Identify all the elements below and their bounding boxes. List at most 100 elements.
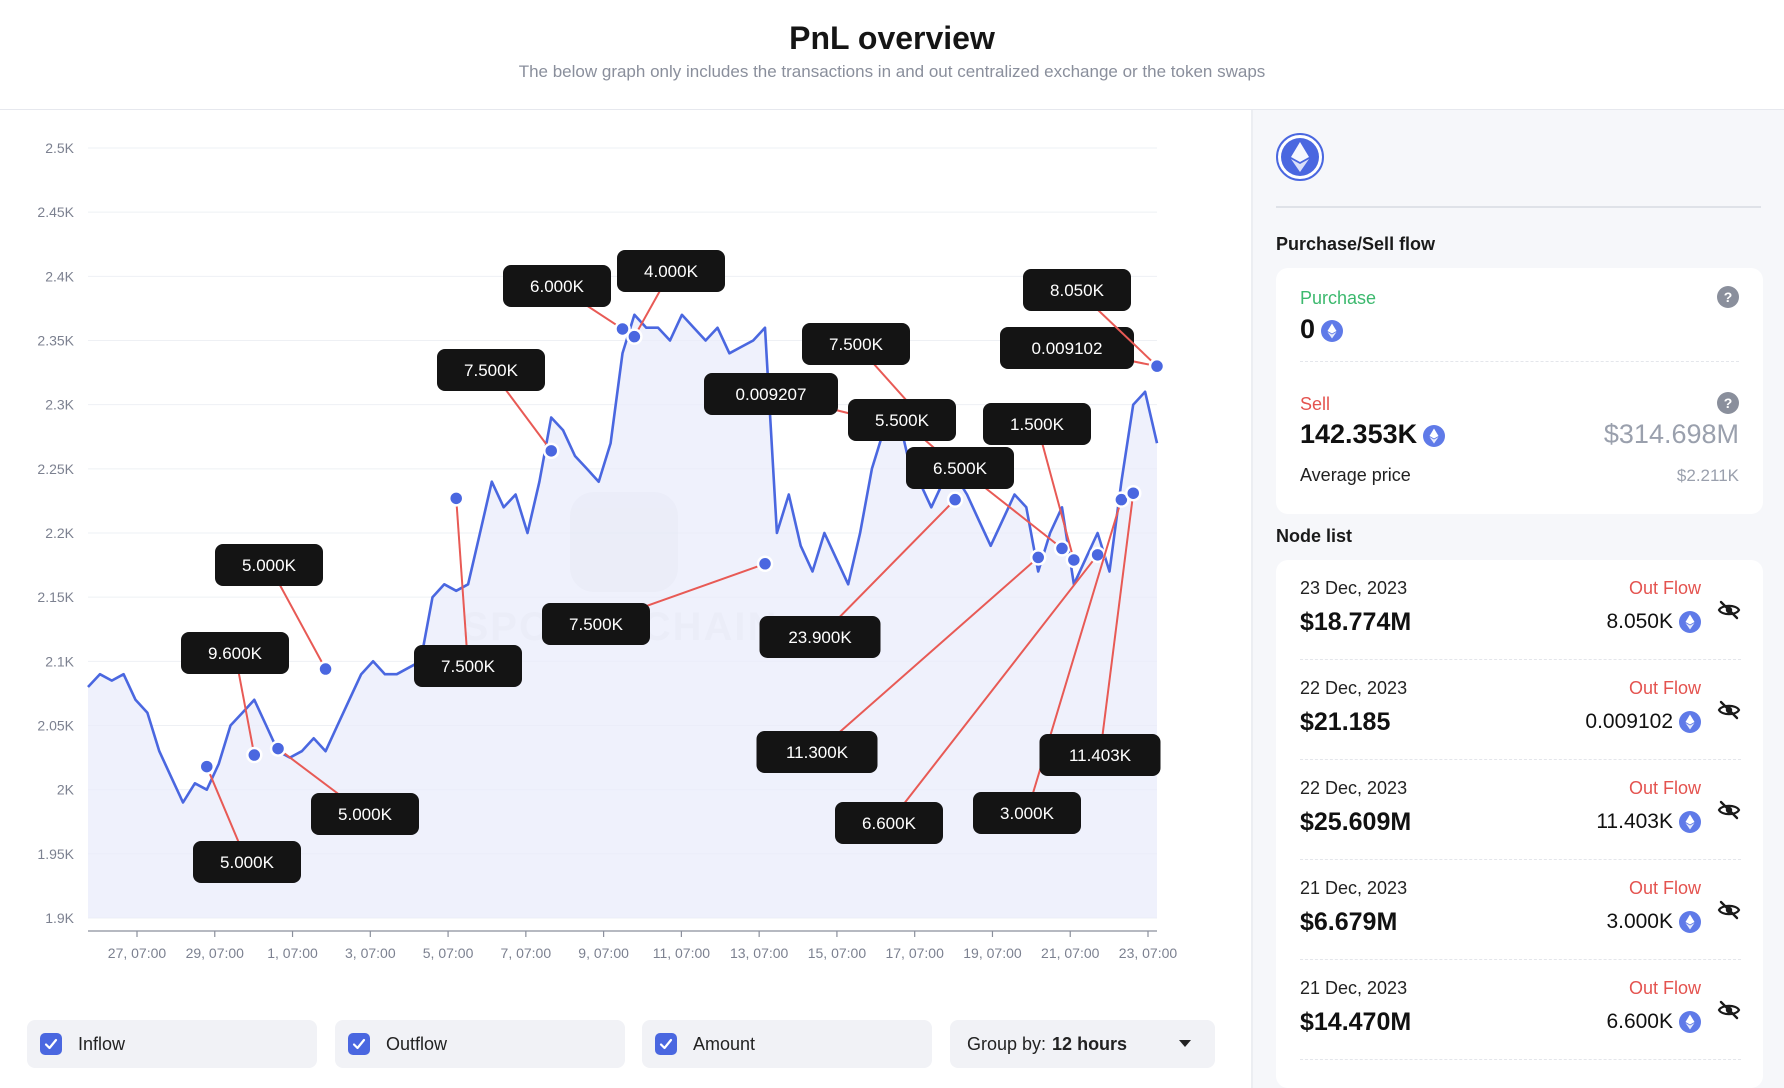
annotation-point xyxy=(614,320,631,338)
annotation-label: 6.000K xyxy=(530,277,585,296)
node-date: 21 Dec, 2023 xyxy=(1300,878,1408,898)
y-tick-label: 2.1K xyxy=(45,653,74,669)
annotation-label: 5.000K xyxy=(338,805,393,824)
y-tick-label: 2.25K xyxy=(37,461,74,477)
node-list-item[interactable]: 23 Dec, 2023 Out Flow $18.774M 8.050K xyxy=(1300,560,1741,660)
annotation-point xyxy=(269,740,287,757)
x-tick-label: 5, 07:00 xyxy=(423,945,474,961)
annotation-label: 9.600K xyxy=(208,644,263,663)
y-tick-label: 1.95K xyxy=(37,846,74,862)
page-header: PnL overview The below graph only includ… xyxy=(0,0,1784,110)
x-tick-label: 7, 07:00 xyxy=(501,945,552,961)
eye-off-icon[interactable] xyxy=(1717,698,1741,722)
annotation-connector xyxy=(1036,423,1075,561)
x-tick-label: 23, 07:00 xyxy=(1119,945,1178,961)
node-amount-value: 11.403K xyxy=(1596,810,1673,833)
annotation-point xyxy=(198,758,216,775)
eye-off-icon[interactable] xyxy=(1717,998,1741,1022)
annotation-label-box xyxy=(983,403,1091,445)
eye-off-icon[interactable] xyxy=(1717,898,1741,922)
node-flow-type: Out Flow xyxy=(1628,578,1701,598)
amount-toggle[interactable]: Amount xyxy=(642,1020,932,1068)
inflow-checkbox[interactable] xyxy=(40,1033,62,1055)
annotation-connector xyxy=(816,556,1039,753)
eth-icon xyxy=(1679,611,1701,633)
annotation-connector xyxy=(455,498,469,667)
node-usd-value: $25.609M xyxy=(1300,808,1412,836)
panel-divider xyxy=(1251,110,1253,1088)
eye-off-icon[interactable] xyxy=(1717,798,1741,822)
chart-panel: 1.9K 1.95K 2K 2.05K 2.1K 2.15K 2.2K 2.25K 2.3K 2.… xyxy=(0,110,1251,1088)
eth-icon xyxy=(1679,811,1701,833)
node-list-card: 23 Dec, 2023 Out Flow $18.774M 8.050K 22… xyxy=(1276,560,1763,1088)
annotation-connector xyxy=(888,554,1099,824)
annotation-point xyxy=(1029,549,1047,566)
y-tick-label: 2K xyxy=(57,782,75,798)
purchase-help-icon[interactable]: ? xyxy=(1717,286,1739,308)
annotation-label-box xyxy=(193,841,301,883)
node-date: 22 Dec, 2023 xyxy=(1300,778,1408,798)
sell-usd-value: $314.698M xyxy=(1603,419,1739,449)
annotation-label: 0.009207 xyxy=(736,385,807,404)
annotation-point xyxy=(1065,551,1083,569)
sell-label: Sell xyxy=(1300,394,1331,414)
outflow-toggle[interactable]: Outflow xyxy=(335,1020,625,1068)
purchase-amount: 0 xyxy=(1300,314,1344,345)
x-tick-label: 21, 07:00 xyxy=(1041,945,1100,961)
annotation-label-box xyxy=(414,645,522,687)
annotation-label-box xyxy=(802,323,910,365)
eye-off-icon[interactable] xyxy=(1717,598,1741,622)
ethereum-logo-icon xyxy=(1276,133,1324,181)
sell-amount: 142.353K xyxy=(1300,419,1446,450)
node-date: 21 Dec, 2023 xyxy=(1300,978,1408,998)
y-tick-label: 2.15K xyxy=(37,589,74,605)
node-flow-type: Out Flow xyxy=(1628,678,1701,698)
annotation-label-box xyxy=(1000,327,1134,369)
annotation-label-box xyxy=(835,802,943,844)
annotation-point xyxy=(946,491,964,508)
annotation-label-box xyxy=(906,447,1014,489)
x-tick-label: 1, 07:00 xyxy=(267,945,318,961)
node-flow-type: Out Flow xyxy=(1628,978,1701,998)
node-list-item[interactable]: 21 Dec, 2023 Out Flow $6.679M 3.000K xyxy=(1300,860,1741,960)
eth-icon xyxy=(1679,1011,1701,1033)
node-amount: 11.403K xyxy=(1596,810,1701,834)
node-list-item[interactable]: 22 Dec, 2023 Out Flow $21.185 0.009102 xyxy=(1300,660,1741,760)
pnl-line-chart[interactable]: 1.9K 1.95K 2K 2.05K 2.1K 2.15K 2.2K 2.25K 2.3K 2.… xyxy=(0,110,1251,1010)
annotation-label-box xyxy=(759,616,881,658)
group-by-select[interactable]: Group by: 12 hours xyxy=(950,1020,1215,1068)
node-amount-value: 8.050K xyxy=(1606,610,1673,633)
annotation-label-box xyxy=(617,250,725,292)
outflow-checkbox[interactable] xyxy=(348,1033,370,1055)
inflow-label: Inflow xyxy=(78,1033,126,1054)
flow-card: Purchase ? 0 Sell ? 142.353K $314.698M A… xyxy=(1276,268,1763,514)
group-by-label: Group by: xyxy=(967,1033,1047,1054)
group-by-value: 12 hours xyxy=(1052,1033,1128,1054)
y-tick-label: 1.9K xyxy=(45,910,74,926)
x-tick-label: 13, 07:00 xyxy=(730,945,789,961)
node-amount: 6.600K xyxy=(1606,1010,1701,1034)
node-list-item[interactable]: 22 Dec, 2023 Out Flow $25.609M 11.403K xyxy=(1300,760,1741,860)
annotation-label: 0.009102 xyxy=(1032,339,1103,358)
y-tick-label: 2.3K xyxy=(45,397,74,413)
x-tick-label: 17, 07:00 xyxy=(885,945,944,961)
node-list-item[interactable]: 21 Dec, 2023 Out Flow $14.470M 6.600K xyxy=(1300,960,1741,1060)
annotation-point xyxy=(317,660,334,678)
y-tick-label: 2.4K xyxy=(45,268,74,284)
annotation-label: 7.500K xyxy=(464,361,519,380)
annotation-label: 23.900K xyxy=(788,628,852,647)
sell-help-icon[interactable]: ? xyxy=(1717,392,1739,414)
annotation-label: 7.500K xyxy=(441,657,496,676)
x-tick-label: 3, 07:00 xyxy=(345,945,396,961)
inflow-toggle[interactable]: Inflow xyxy=(27,1020,317,1068)
annotation-label-box xyxy=(311,793,419,835)
y-tick-label: 2.5K xyxy=(45,140,74,156)
annotation-point xyxy=(246,746,263,764)
annotation-point xyxy=(1148,357,1166,375)
annotation-label-box xyxy=(1023,269,1131,311)
annotation-label-box xyxy=(1039,734,1161,776)
node-amount-value: 3.000K xyxy=(1606,910,1673,933)
amount-checkbox[interactable] xyxy=(655,1033,677,1055)
eth-icon xyxy=(1679,711,1701,733)
eth-icon xyxy=(1321,319,1344,342)
